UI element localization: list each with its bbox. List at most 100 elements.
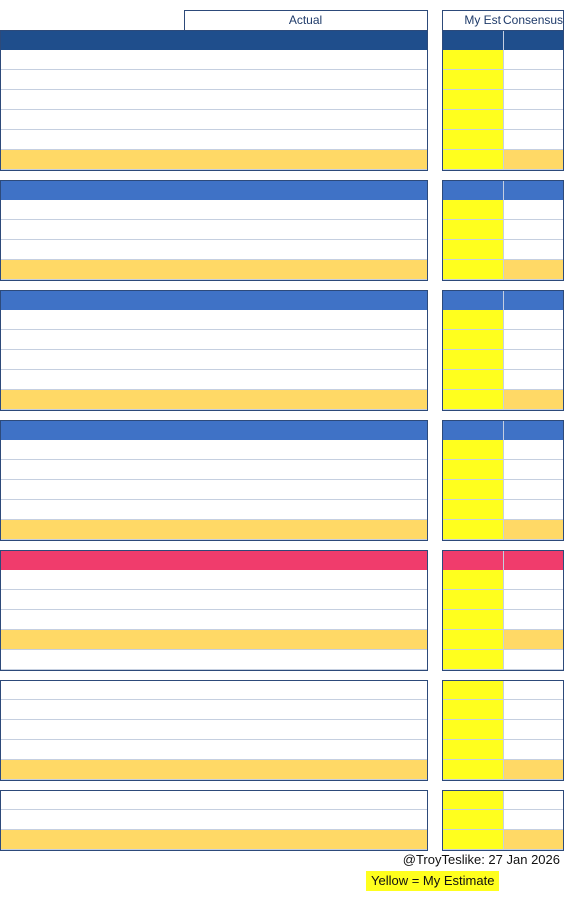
estimate-cell <box>442 520 503 540</box>
row-label <box>0 240 184 260</box>
consensus-cell <box>503 260 564 280</box>
value-cell <box>367 150 428 170</box>
row-gridline <box>0 409 428 410</box>
value-cell <box>306 50 367 70</box>
row-label <box>0 350 184 370</box>
value-cell <box>245 720 306 740</box>
row-label <box>0 630 184 650</box>
value-cell <box>306 240 367 260</box>
estimate-cell <box>442 460 503 480</box>
estimate-cell <box>442 240 503 260</box>
value-cell <box>306 200 367 220</box>
row-gridline <box>0 719 428 720</box>
estimate-cell <box>442 130 503 150</box>
value-cell <box>306 70 367 90</box>
value-cell <box>306 90 367 110</box>
period-header <box>367 290 428 310</box>
consensus-cell <box>503 200 564 220</box>
row-label <box>0 760 184 780</box>
estimate-cell <box>442 440 503 460</box>
period-header <box>306 180 367 200</box>
consensus-cell <box>503 150 564 170</box>
row-label <box>0 130 184 150</box>
value-cell <box>245 520 306 540</box>
period-header <box>184 290 245 310</box>
value-cell <box>367 810 428 830</box>
value-cell <box>306 520 367 540</box>
row-gridline <box>0 389 428 390</box>
estimate-cell <box>442 740 503 760</box>
value-cell <box>184 480 245 500</box>
value-cell <box>184 330 245 350</box>
value-cell <box>306 630 367 650</box>
consensus-cell <box>503 480 564 500</box>
legend-note: Yellow = My Estimate <box>366 871 500 891</box>
row-label <box>0 260 184 280</box>
row-gridline <box>0 279 428 280</box>
consensus-cell <box>503 90 564 110</box>
estimate-cell <box>442 70 503 90</box>
est-divider <box>503 30 504 170</box>
consensus-cell <box>503 830 564 850</box>
row-gridline <box>0 349 428 350</box>
estimate-cell <box>442 700 503 720</box>
value-cell <box>184 110 245 130</box>
value-cell <box>306 720 367 740</box>
row-gridline <box>0 259 428 260</box>
row-label <box>0 330 184 350</box>
estimate-cell <box>442 260 503 280</box>
value-cell <box>306 680 367 700</box>
consensus-cell <box>503 680 564 700</box>
value-cell <box>184 650 245 670</box>
row-gridline <box>0 849 428 850</box>
consensus-cell <box>503 350 564 370</box>
value-cell <box>367 720 428 740</box>
value-cell <box>245 310 306 330</box>
cons-period-header <box>503 30 564 50</box>
period-header <box>184 30 245 50</box>
value-cell <box>184 440 245 460</box>
credit-note: @TroyTeslike: 27 Jan 2026 <box>402 852 560 867</box>
consensus-cell <box>503 570 564 590</box>
row-gridline <box>0 89 428 90</box>
value-cell <box>184 70 245 90</box>
value-cell <box>306 740 367 760</box>
est-divider <box>503 680 504 780</box>
consensus-cell <box>503 70 564 90</box>
value-cell <box>184 220 245 240</box>
value-cell <box>367 650 428 670</box>
est-divider <box>503 420 504 540</box>
estimate-cell <box>442 630 503 650</box>
row-gridline <box>0 779 428 780</box>
row-gridline <box>0 369 428 370</box>
value-cell <box>367 110 428 130</box>
row-gridline <box>0 219 428 220</box>
cons-period-header <box>503 180 564 200</box>
cons-period-header <box>503 290 564 310</box>
value-cell <box>306 370 367 390</box>
row-gridline <box>0 609 428 610</box>
section-title <box>0 30 184 50</box>
estimate-cell <box>442 500 503 520</box>
row-label <box>0 370 184 390</box>
row-gridline <box>0 499 428 500</box>
row-label <box>0 390 184 410</box>
row-label <box>0 830 184 850</box>
value-cell <box>367 570 428 590</box>
estimate-cell <box>442 330 503 350</box>
consensus-cell <box>503 50 564 70</box>
value-cell <box>245 240 306 260</box>
period-header <box>306 420 367 440</box>
consensus-cell <box>503 610 564 630</box>
value-cell <box>367 220 428 240</box>
value-cell <box>245 790 306 810</box>
row-gridline <box>0 759 428 760</box>
row-gridline <box>0 169 428 170</box>
value-cell <box>245 90 306 110</box>
value-cell <box>245 150 306 170</box>
row-gridline <box>0 589 428 590</box>
value-cell <box>245 810 306 830</box>
row-gridline <box>0 539 428 540</box>
row-label <box>0 740 184 760</box>
row-label <box>0 460 184 480</box>
